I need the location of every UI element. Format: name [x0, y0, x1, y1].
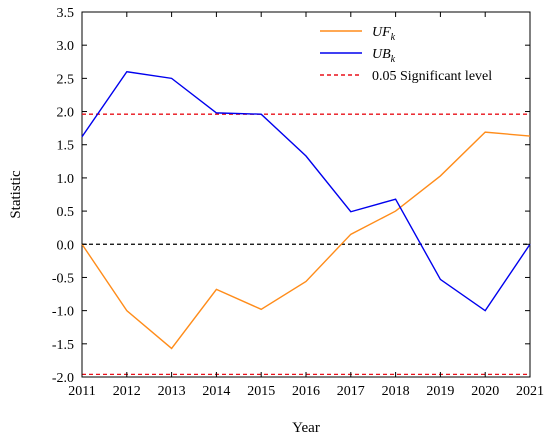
series-line-ub	[81, 70, 531, 312]
x-tick-label: 2021	[516, 384, 544, 399]
x-tick-label: 2016	[292, 384, 320, 399]
x-axis-label: Year	[292, 420, 320, 436]
series-lines	[81, 70, 531, 350]
y-axis-label: Statistic	[8, 170, 24, 219]
x-tick-label: 2014	[202, 384, 230, 399]
legend-label-main: UF	[372, 25, 391, 40]
y-tick-label: 2.5	[57, 72, 75, 87]
series-line-uf	[81, 131, 531, 350]
legend-label: UBk	[372, 47, 396, 65]
y-tick-label: -0.5	[52, 271, 74, 286]
x-tick-label: 2018	[382, 384, 410, 399]
x-tick-label: 2020	[471, 384, 499, 399]
x-tick-label: 2011	[68, 384, 95, 399]
y-tick-label: 2.0	[57, 106, 75, 121]
x-tick-label: 2013	[158, 384, 186, 399]
x-tick-label: 2019	[426, 384, 454, 399]
y-tick-label: -1.0	[52, 305, 74, 320]
plot-frame	[81, 11, 531, 378]
y-tick-label: 0.5	[57, 205, 75, 220]
legend-label: 0.05 Significant level	[372, 69, 492, 84]
y-tick-label: 3.5	[57, 6, 75, 21]
y-tick-label: -1.5	[52, 338, 74, 353]
y-axis: -2.0 -1.5 -1.0 -0.5 0.0 0.5 1.0 1.5 2.0 2.5 3.0 3.5	[52, 6, 530, 386]
legend-label: UFk	[372, 25, 396, 43]
y-tick-label: -2.0	[52, 371, 74, 386]
plot-border	[81, 11, 531, 378]
legend-label-subscript: k	[391, 32, 396, 43]
y-tick-label: 3.0	[57, 39, 75, 54]
x-tick-label: 2015	[247, 384, 275, 399]
y-tick-label: 1.5	[57, 139, 75, 154]
y-tick-label: 1.0	[57, 172, 75, 187]
legend-label-main: UB	[372, 47, 391, 62]
x-tick-label: 2017	[337, 384, 365, 399]
x-axis: 2011 2012 2013 2014 2015 2016 2017 2018 2019 2020…	[68, 12, 544, 399]
legend-label-subscript: k	[391, 54, 396, 65]
y-tick-label: 0.0	[57, 238, 75, 253]
x-tick-label: 2012	[113, 384, 141, 399]
